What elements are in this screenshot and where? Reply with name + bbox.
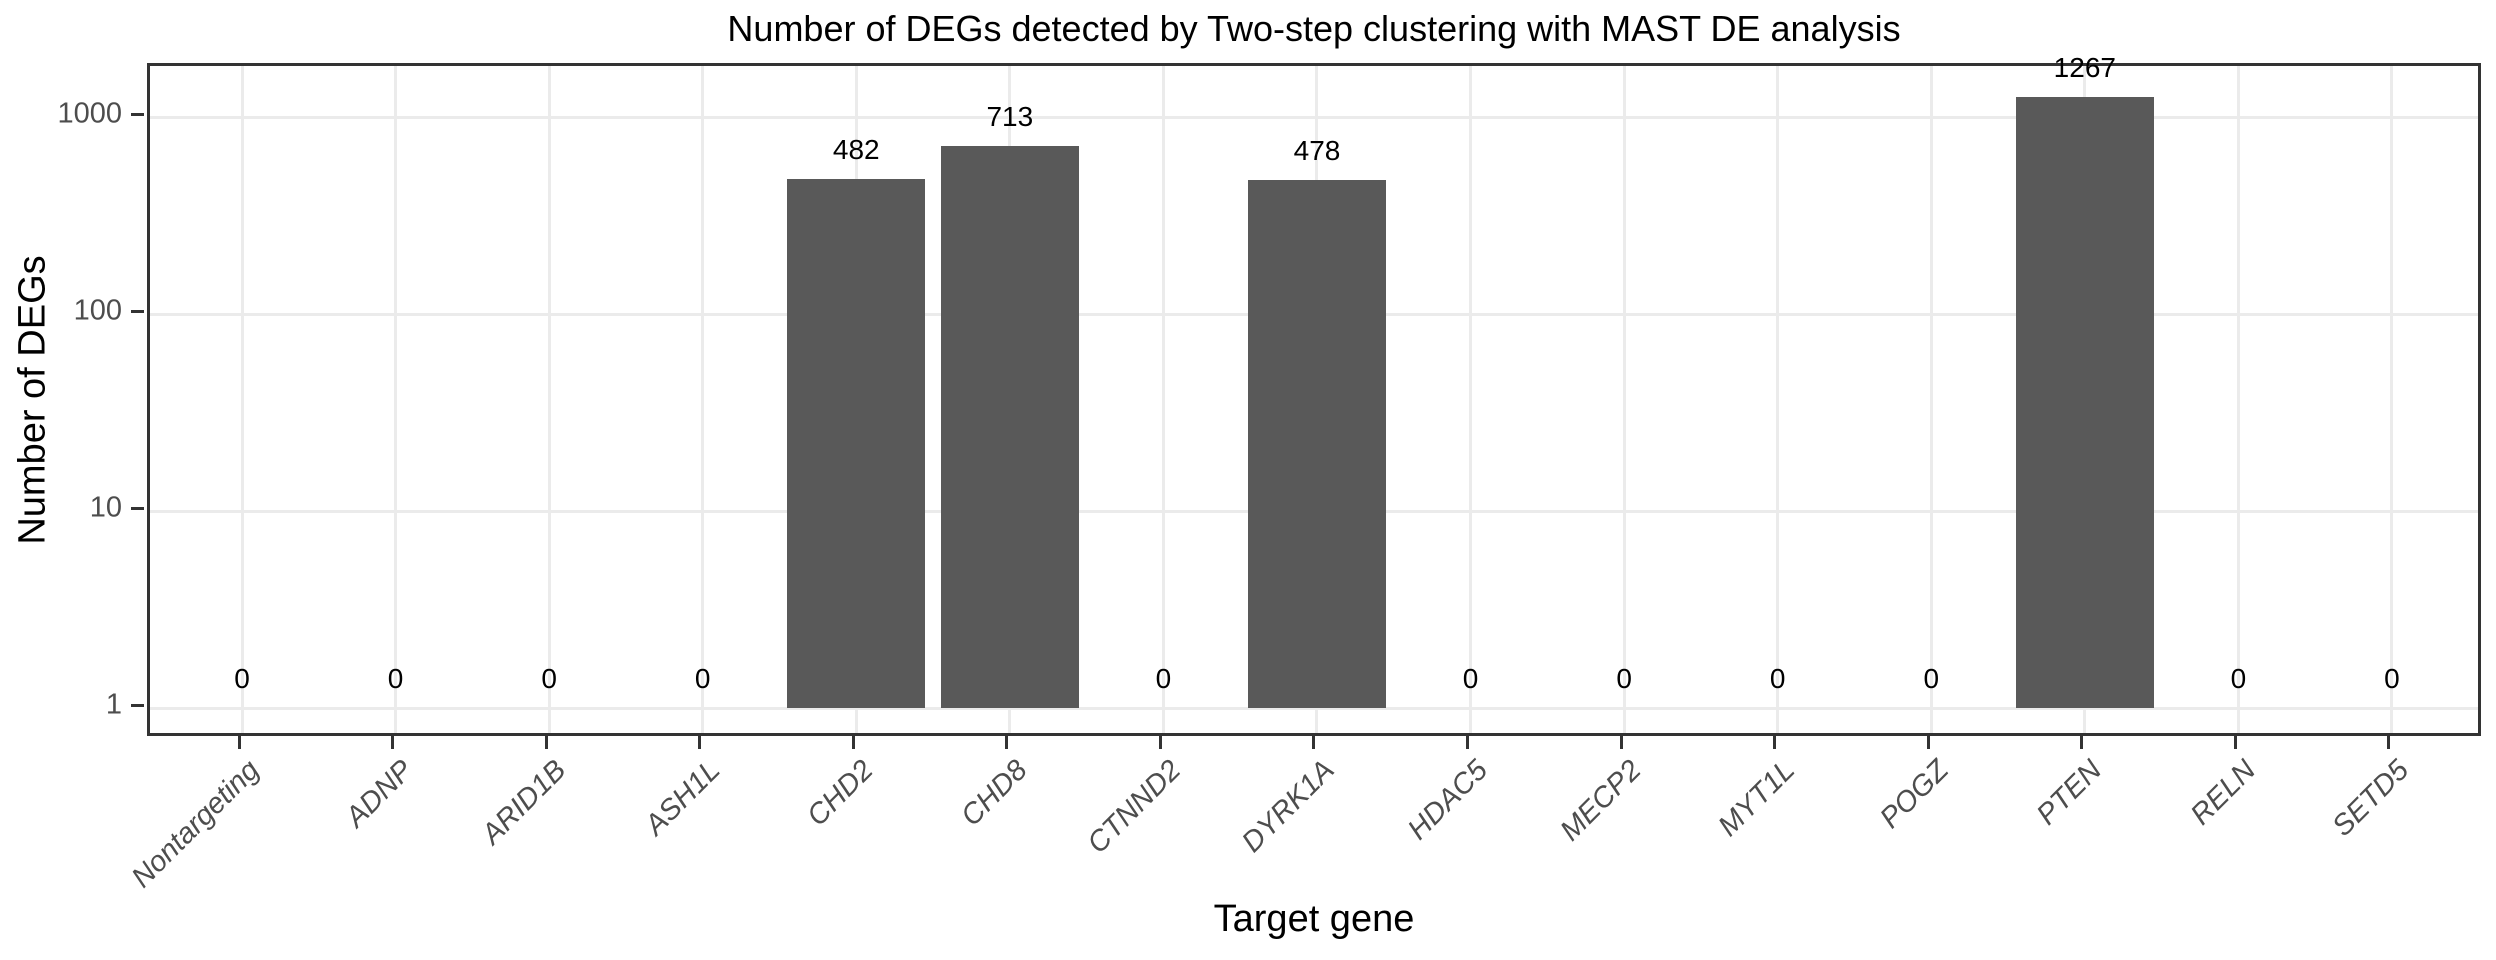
plot-panel: 0 0 0 0 482 713 0 478 0 0 0 0 1267 0 0 (147, 52, 2481, 736)
bar-value-label: 478 (1293, 135, 1341, 167)
bar-value-label: 0 (387, 663, 404, 694)
x-tick-label-text: CTNND2 (1081, 754, 1188, 860)
bar (2015, 96, 2154, 708)
x-tick-label-text: CHD2 (801, 754, 880, 833)
x-tick-label-text: ADNP (339, 754, 420, 834)
x-axis-tick (1466, 736, 1470, 749)
x-tick-label-text: CHD8 (955, 754, 1034, 833)
x-tick-label-text: ASH1L (638, 754, 727, 842)
y-axis-tick (131, 703, 144, 707)
x-gridline (1469, 66, 1473, 733)
y-tick-label: 10 (89, 491, 122, 524)
chart-title: Number of DEGs detected by Two-step clus… (727, 8, 1901, 49)
x-tick-label-text: HDAC5 (1402, 754, 1495, 847)
x-axis-tick (1773, 736, 1777, 749)
x-gridline (1161, 66, 1165, 733)
bar-value-label: 0 (1769, 663, 1786, 694)
x-gridline (1776, 66, 1780, 733)
x-tick-label-text: MECP2 (1554, 754, 1648, 848)
x-axis-tick (1926, 736, 1930, 749)
x-gridline (2390, 66, 2394, 733)
x-axis-tick (1619, 736, 1623, 749)
x-axis-tick (544, 736, 548, 749)
x-axis-tick (851, 736, 855, 749)
bar-value-label: 1267 (2053, 51, 2116, 83)
x-gridline (1929, 66, 1933, 733)
bar-value-label: 0 (1923, 663, 1940, 694)
x-axis-tick (2080, 736, 2084, 749)
x-tick-label-text: DYRK1A (1235, 754, 1341, 859)
x-axis-tick (2387, 736, 2391, 749)
x-tick-label-text: RELN (2184, 754, 2263, 832)
x-axis-tick (1005, 736, 1009, 749)
bar-value-label: 0 (1616, 663, 1632, 694)
bar-value-label: 482 (832, 134, 880, 166)
x-tick-label-text: POGZ (1874, 754, 1955, 835)
x-axis-tick (391, 736, 395, 749)
x-gridline (2236, 66, 2240, 733)
bar-value-label: 0 (2384, 663, 2400, 694)
x-gridline (394, 66, 398, 733)
bar-value-label: 0 (1155, 663, 1172, 694)
x-gridline (240, 66, 244, 733)
bar-value-label: 713 (986, 100, 1034, 132)
bar-value-label: 0 (541, 663, 557, 694)
x-gridline (701, 66, 705, 733)
x-axis-tick (237, 736, 241, 749)
x-axis-title: Target gene (1213, 898, 1415, 940)
bar-value-label: 0 (234, 663, 250, 694)
y-axis-title: Number of DEGs (11, 255, 54, 545)
y-axis-tick (131, 309, 144, 313)
bar (1247, 180, 1386, 708)
x-tick-label-text: MYT1L (1712, 754, 1802, 843)
x-tick-label-text: PTEN (2031, 754, 2109, 832)
x-axis-tick (1158, 736, 1162, 749)
x-gridline (1622, 66, 1626, 733)
y-tick-label: 1 (105, 688, 122, 721)
x-tick-label-text: ARID1B (476, 754, 573, 851)
y-axis-tick (131, 506, 144, 510)
x-tick-label-text: Nontargeting (125, 754, 266, 895)
bar-value-label: 0 (2230, 663, 2247, 694)
x-tick-label-text: SETD5 (2326, 754, 2416, 843)
y-gridline (150, 706, 2478, 710)
bar-value-label: 0 (1462, 663, 1479, 694)
x-axis-tick (2233, 736, 2237, 749)
bar-value-label: 0 (694, 663, 711, 694)
y-gridline (150, 115, 2478, 119)
x-gridline (547, 66, 551, 733)
x-axis-tick (1312, 736, 1316, 749)
y-axis-tick (131, 112, 144, 116)
x-axis-tick (698, 736, 702, 749)
bar (940, 145, 1079, 708)
y-tick-label: 1000 (57, 97, 122, 130)
bar (787, 179, 926, 708)
y-tick-label: 100 (73, 294, 122, 327)
